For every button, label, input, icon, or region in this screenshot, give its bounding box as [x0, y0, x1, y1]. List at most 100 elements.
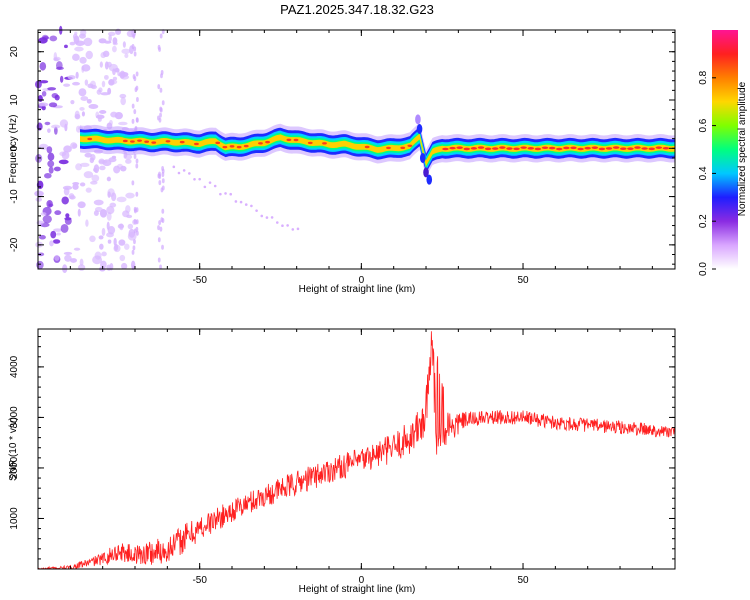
spectrogram-ridge-core: [584, 146, 591, 150]
spectrogram-noise-blob: [73, 247, 81, 251]
colorbar-tick-label: 0.4: [698, 166, 709, 180]
spectrogram-noise-blob: [119, 254, 126, 262]
spectrogram-trail-dot: [265, 216, 269, 219]
spectrogram-noise-blob: [89, 235, 96, 243]
spectrogram-noise-blob: [99, 110, 107, 114]
spectrogram-noise-blob: [53, 58, 59, 62]
spectrogram-ridge-core: [506, 147, 513, 150]
spectrogram-noise-blob: [74, 113, 81, 120]
spectrogram-trail-dot: [270, 216, 274, 219]
spectrogram-noise-blob: [74, 46, 84, 52]
spectrogram-disturbance: [423, 167, 429, 178]
spectrogram-ridge-core: [591, 146, 599, 149]
spectrogram-trail-dot: [229, 192, 233, 196]
spectrogram-streak-blob: [159, 226, 163, 232]
spectrogram-ridge-core: [151, 141, 157, 144]
spectrogram-noise-blob: [38, 102, 49, 107]
spectrogram-streak-blob: [158, 180, 162, 186]
spectrogram-ridge-core: [442, 147, 449, 151]
spectrogram-noise-blob: [83, 37, 93, 47]
spectrogram-streak-blob: [159, 33, 163, 39]
spectrogram-noise-blob: [83, 171, 94, 179]
spectrogram-ridge-core: [484, 147, 492, 151]
spectrogram-noise-blob: [41, 90, 47, 97]
colorbar-ticks: 0.0 0.2 0.4 0.6 0.8: [698, 70, 716, 276]
spectrogram-noise-blob: [44, 172, 52, 179]
spectrogram-noise-blob: [107, 31, 116, 37]
spectrogram-ridge-band: [80, 133, 675, 167]
spectrogram-noise-blob: [78, 88, 87, 97]
spectrogram-streak-blob: [132, 33, 136, 39]
spectrogram-noise-blob: [42, 215, 52, 224]
spectrogram-noise-blob: [101, 251, 107, 257]
spectrogram-ridge-core: [477, 146, 485, 149]
spectrogram-noise-blob: [100, 92, 110, 96]
spectrogram-noise-blob: [59, 119, 69, 128]
spectrogram-ridge-core: [386, 146, 391, 150]
spectrogram-noise-blob: [100, 52, 106, 59]
spectrogram-noise-blob: [81, 111, 85, 117]
spectrogram-streak-blob: [159, 107, 163, 113]
spectrogram-streak-blob: [133, 153, 137, 159]
spectrogram-streak-blob: [135, 230, 139, 236]
spectrogram-noise-blob: [64, 217, 72, 225]
spectrogram-streak-blob: [136, 96, 139, 102]
spectrogram-ridge-core: [215, 141, 221, 145]
spectrogram-ridge-core: [605, 147, 613, 150]
spectrogram-noise-blob: [124, 243, 130, 250]
spectrogram-ridge-core: [620, 147, 627, 151]
spectrogram-noise-blob: [113, 244, 121, 253]
spectrogram-ridge-core: [194, 142, 199, 146]
spectrogram-noise-blob: [64, 44, 68, 49]
chart-title: PAZ1.2025.347.18.32.G23: [280, 2, 434, 17]
spectrogram-noise-blob: [123, 154, 133, 160]
spectrogram-noise-blob: [39, 80, 49, 84]
spectrogram-noise-blob: [85, 187, 92, 193]
spectrogram-ridge-core: [513, 147, 520, 151]
spectrogram-y-tick-label: -20: [9, 237, 20, 252]
spectrogram-ridge-core: [527, 147, 534, 150]
spectrogram-noise-blob: [80, 96, 89, 101]
spectrogram-noise-blob: [75, 71, 79, 79]
spectrogram-noise-blob: [39, 61, 47, 71]
spectrogram-panel: -50 0 50 -20 -10 0 10 20 Height of straight lin…: [8, 25, 676, 295]
spectrogram-noise-blob: [121, 48, 131, 54]
spectrogram-streak-blob: [158, 220, 162, 226]
spectrogram-noise-blob: [85, 219, 89, 227]
spectrogram-noise-blob: [79, 56, 87, 64]
spectrogram-ridge-core: [492, 147, 499, 150]
spectrogram-noise-blob: [36, 260, 44, 270]
spectrogram-noise-blob: [65, 213, 70, 218]
spectrogram-noise-blob: [93, 199, 104, 206]
snr-plot-area: [38, 329, 675, 569]
spectrogram-trail-dot: [172, 165, 176, 169]
spectrogram-trail-dot: [244, 203, 248, 206]
spectrogram-ticks: -50 0 50 -20 -10 0 10 20: [9, 30, 675, 286]
spectrogram-streak-blob: [131, 103, 135, 109]
spectrogram-noise-blob: [124, 53, 129, 59]
spectrogram-noise-blob: [110, 111, 118, 118]
spectrogram-noise-blob: [72, 183, 79, 190]
spectrogram-trail-dot: [213, 184, 217, 188]
spectrogram-frame: [37, 29, 676, 270]
spectrogram-trail-dot: [198, 177, 201, 181]
spectrogram-noise-blob: [46, 199, 53, 208]
spectrogram-noise-blob: [113, 165, 121, 174]
spectrogram-noise-blob: [84, 152, 92, 158]
spectrogram-marks: [34, 25, 675, 274]
spectrogram-streak-blob: [157, 44, 161, 50]
spectrogram-noise-blob: [79, 162, 90, 167]
spectrogram-noise-blob: [106, 221, 110, 231]
spectrogram-noise-blob: [87, 83, 94, 89]
spectrogram-noise-blob: [125, 158, 132, 164]
spectrogram-noise-blob: [54, 94, 60, 101]
snr-y-tick-label: 3000: [9, 406, 20, 429]
spectrogram-streak-blob: [158, 117, 162, 123]
snr-x-tick-label: -50: [192, 575, 207, 586]
spectrogram-streak-blob: [157, 225, 160, 231]
spectrogram-y-tick-label: 20: [9, 46, 20, 58]
spectrogram-streak-blob: [131, 180, 135, 186]
spectrogram-streak-blob: [161, 244, 164, 250]
spectrogram-noise-blob: [122, 41, 126, 48]
